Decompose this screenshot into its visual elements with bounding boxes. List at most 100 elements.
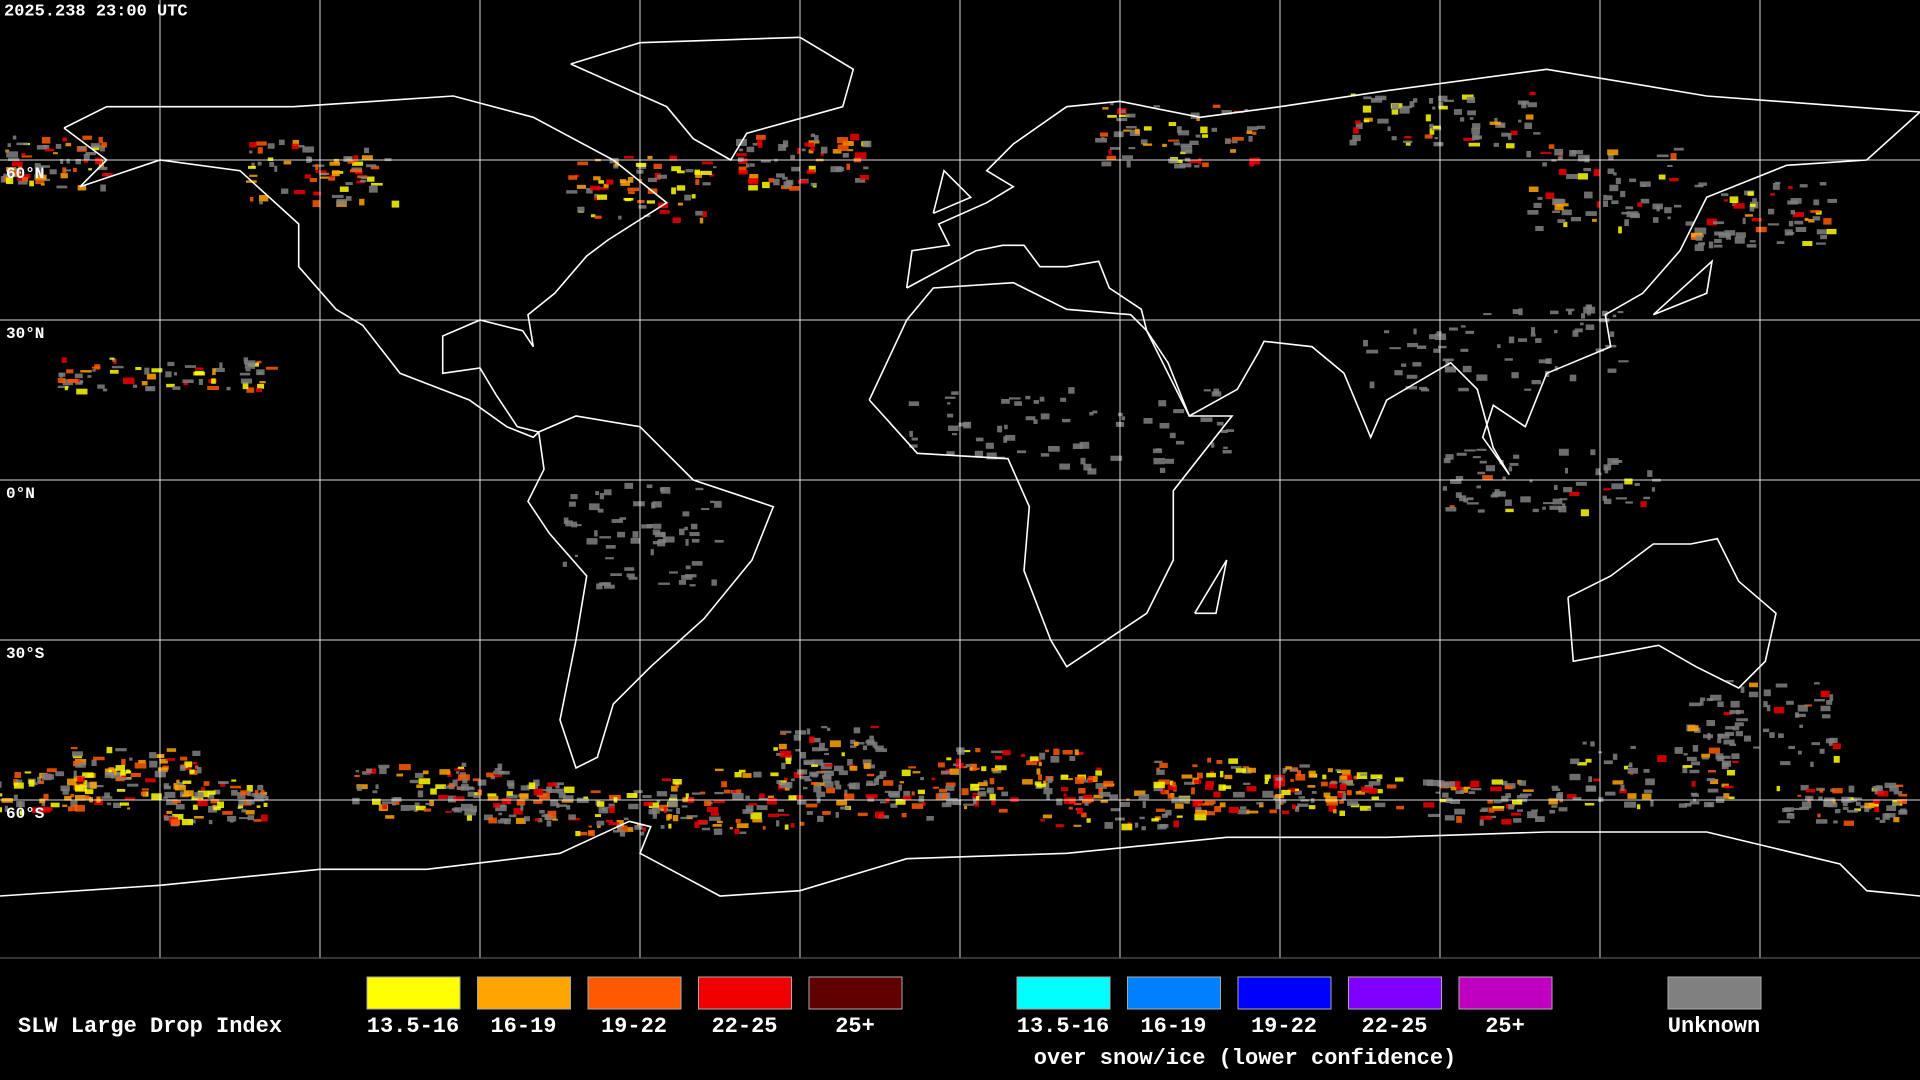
- cloud-pixel: [623, 817, 629, 821]
- cloud-pixel: [1060, 774, 1069, 780]
- cloud-pixel: [997, 425, 1003, 433]
- legend-swatch: [1667, 976, 1762, 1010]
- cloud-pixel: [1108, 149, 1112, 155]
- cloud-pixel: [256, 141, 267, 146]
- cloud-pixel: [1346, 790, 1352, 796]
- cloud-pixel: [1531, 380, 1542, 385]
- cloud-pixel: [941, 802, 952, 808]
- cloud-pixel: [1617, 311, 1624, 314]
- cloud-pixel: [657, 174, 668, 179]
- cloud-pixel: [1059, 463, 1070, 470]
- cloud-pixel: [1790, 209, 1796, 215]
- cloud-pixel: [1577, 154, 1590, 162]
- cloud-pixel: [41, 802, 46, 807]
- cloud-pixel: [1694, 184, 1704, 188]
- cloud-pixel: [566, 190, 578, 194]
- cloud-pixel: [1689, 702, 1701, 707]
- cloud-pixel: [739, 831, 747, 835]
- cloud-pixel: [1226, 429, 1235, 433]
- cloud-pixel: [595, 491, 600, 496]
- cloud-pixel: [1645, 778, 1655, 786]
- cloud-pixel: [1619, 788, 1627, 794]
- cloud-pixel: [64, 169, 72, 172]
- cloud-pixel: [1527, 811, 1538, 819]
- cloud-pixel: [609, 160, 614, 164]
- cloud-pixel: [577, 206, 585, 213]
- cloud-pixel: [1061, 787, 1069, 792]
- cloud-pixel: [1256, 125, 1266, 130]
- cloud-pixel: [890, 803, 898, 808]
- cloud-pixel: [784, 824, 789, 830]
- cloud-pixel: [931, 777, 936, 781]
- cloud-pixel: [1582, 741, 1587, 745]
- cloud-pixel: [138, 759, 146, 764]
- lat-label: 60°N: [6, 165, 44, 183]
- cloud-pixel: [738, 169, 748, 175]
- cloud-pixel: [1703, 801, 1715, 808]
- cloud-pixel: [1095, 770, 1102, 776]
- cloud-pixel: [1311, 791, 1317, 794]
- cloud-pixel: [1195, 809, 1208, 816]
- cloud-pixel: [515, 817, 526, 824]
- cloud-pixel: [840, 806, 850, 810]
- cloud-pixel: [500, 818, 512, 821]
- cloud-pixel: [1180, 145, 1193, 153]
- cloud-pixel: [414, 772, 424, 778]
- cloud-pixel: [283, 160, 292, 165]
- cloud-pixel: [520, 804, 524, 811]
- cloud-pixel: [1275, 799, 1287, 804]
- cloud-pixel: [425, 802, 431, 806]
- cloud-pixel: [1554, 329, 1558, 334]
- cloud-pixel: [0, 807, 3, 813]
- cloud-pixel: [92, 785, 104, 788]
- cloud-pixel: [1491, 779, 1503, 785]
- cloud-pixel: [244, 362, 256, 369]
- cloud-pixel: [737, 157, 744, 162]
- cloud-pixel: [170, 819, 180, 826]
- cloud-pixel: [779, 782, 791, 788]
- cloud-pixel: [1341, 792, 1346, 800]
- cloud-pixel: [1223, 446, 1228, 449]
- cloud-pixel: [444, 786, 453, 789]
- cloud-pixel: [519, 793, 529, 800]
- cloud-pixel: [1804, 704, 1812, 707]
- cloud-pixel: [1399, 107, 1410, 114]
- cloud-pixel: [75, 795, 86, 801]
- cloud-pixel: [1202, 162, 1209, 168]
- cloud-pixel: [1487, 799, 1493, 804]
- cloud-pixel: [1555, 793, 1563, 801]
- cloud-pixel: [19, 810, 23, 816]
- cloud-pixel: [668, 823, 672, 829]
- cloud-pixel: [1593, 169, 1601, 177]
- cloud-pixel: [1718, 755, 1731, 759]
- cloud-pixel: [1341, 780, 1352, 786]
- cloud-pixel: [1786, 813, 1795, 819]
- cloud-pixel: [1476, 485, 1482, 489]
- cloud-pixel: [1034, 781, 1042, 786]
- cloud-pixel: [1829, 694, 1834, 701]
- snow-note: over snow/ice (lower confidence): [1034, 1046, 1456, 1071]
- cloud-pixel: [814, 135, 819, 142]
- cloud-pixel: [88, 168, 93, 171]
- cloud-pixel: [1483, 313, 1492, 316]
- cloud-pixel: [1710, 779, 1719, 785]
- cloud-pixel: [616, 824, 622, 831]
- cloud-pixel: [1275, 803, 1281, 810]
- cloud-pixel: [1787, 200, 1799, 205]
- cloud-pixel: [986, 787, 995, 794]
- cloud-pixel: [1620, 190, 1626, 198]
- cloud-pixel: [609, 806, 615, 813]
- cloud-pixel: [365, 164, 377, 168]
- coastlines: [0, 36, 1920, 897]
- cloud-pixel: [263, 802, 268, 807]
- cloud-pixel: [1412, 362, 1422, 367]
- cloud-pixel: [1585, 211, 1597, 216]
- cloud-pixel: [1488, 807, 1495, 813]
- cloud-pixel: [685, 793, 689, 799]
- cloud-pixel: [811, 764, 818, 767]
- cloud-pixel: [1339, 800, 1344, 804]
- cloud-pixel: [184, 761, 193, 768]
- cloud-pixel: [1752, 198, 1757, 203]
- cloud-pixel: [846, 163, 851, 170]
- cloud-pixel: [1819, 182, 1827, 186]
